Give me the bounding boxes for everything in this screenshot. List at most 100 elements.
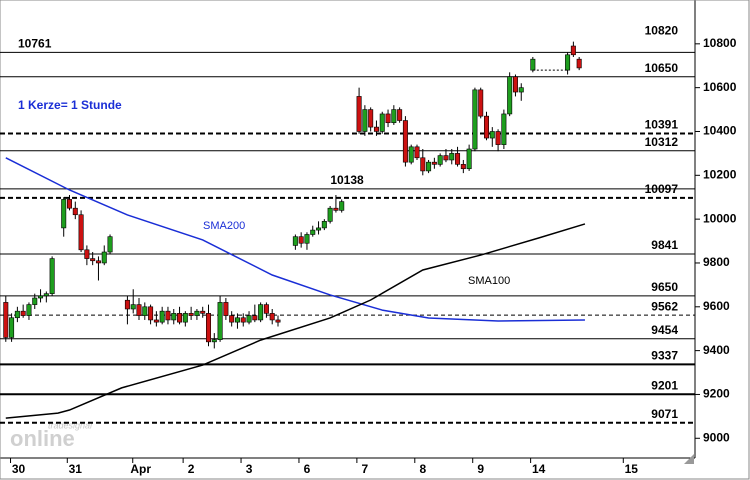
candle-body	[252, 315, 258, 321]
sma100-label: SMA100	[468, 275, 510, 287]
candle-body	[234, 317, 240, 323]
candle-body	[397, 109, 403, 121]
y-tick-label: 10200	[703, 167, 737, 181]
watermark-small: tradesignal	[48, 420, 93, 430]
sma-line	[5, 223, 586, 419]
candle-body	[90, 258, 96, 262]
candle-body	[437, 155, 443, 165]
candle-body	[188, 313, 194, 316]
level-label: 10097	[645, 182, 679, 196]
x-tick-label: 6	[304, 462, 311, 476]
y-tick-label: 9800	[703, 255, 730, 269]
candle-body	[159, 310, 165, 323]
x-tick-label: 2	[188, 462, 195, 476]
candle-body	[38, 295, 44, 299]
candle-body	[298, 236, 304, 244]
candle-body	[431, 161, 437, 165]
candle-body	[518, 87, 524, 93]
candle-body	[501, 113, 507, 145]
candle-body	[426, 161, 432, 172]
x-tick-label: 9	[477, 462, 484, 476]
candle-body	[362, 109, 368, 132]
candle-body	[449, 153, 455, 161]
level-label: 10761	[18, 37, 52, 51]
candle-body	[217, 302, 223, 340]
level-label: 9337	[651, 349, 678, 363]
candle-body	[292, 236, 298, 246]
corner-mark	[684, 454, 694, 464]
y-tick-label: 9000	[703, 430, 730, 444]
watermark-big: online	[10, 426, 75, 451]
level-label: 9650	[651, 280, 678, 294]
candle-body	[26, 304, 32, 316]
candle-body	[402, 120, 408, 163]
x-tick-label: 31	[69, 462, 83, 476]
candle-body	[206, 313, 212, 343]
candle-body	[9, 317, 15, 338]
candle-body	[275, 319, 281, 323]
y-tick-label: 10600	[703, 80, 737, 94]
candle-body	[246, 315, 252, 323]
candle-body	[229, 315, 235, 323]
level-label: 10391	[645, 118, 679, 132]
candle-body	[321, 221, 327, 229]
level-label: 9454	[651, 323, 678, 337]
y-tick-label: 10800	[703, 36, 737, 50]
candle-body	[20, 310, 26, 316]
candle-body	[165, 310, 171, 321]
candle-body	[84, 249, 90, 259]
candle-body	[107, 236, 113, 253]
candle-body	[14, 310, 20, 319]
candle-body	[483, 115, 489, 139]
candle-body	[148, 306, 154, 321]
candle-body	[177, 313, 183, 323]
x-tick-label: 30	[12, 462, 26, 476]
candle-body	[408, 146, 414, 163]
candle-body	[310, 229, 316, 235]
candle-body	[142, 306, 148, 316]
y-tick-label: 10400	[703, 124, 737, 138]
candle-body	[316, 227, 322, 231]
level-label: 10138	[330, 173, 364, 187]
candle-body	[258, 304, 264, 321]
candle-body	[356, 96, 362, 132]
level-label: 10820	[645, 24, 679, 38]
candle-body	[211, 339, 217, 343]
candle-body	[269, 313, 275, 321]
level-label: 10650	[645, 61, 679, 75]
candle-body	[72, 207, 78, 216]
candle-body	[200, 310, 206, 314]
y-tick-label: 9600	[703, 299, 730, 313]
candle-body	[153, 319, 159, 323]
candle-body	[61, 199, 67, 229]
y-tick-label: 10000	[703, 211, 737, 225]
candle-body	[182, 313, 188, 323]
candle-body	[420, 157, 426, 172]
level-label: 9201	[651, 378, 678, 392]
candle-body	[391, 109, 397, 124]
candle-body	[570, 45, 576, 56]
note: 1 Kerze= 1 Stunde	[18, 98, 122, 112]
level-label: 9071	[651, 407, 678, 421]
candle-body	[414, 146, 420, 159]
candle-body	[32, 297, 38, 305]
candle-body	[565, 54, 571, 71]
candle-body	[43, 293, 49, 297]
level-label: 10312	[645, 135, 679, 149]
candle-body	[478, 89, 484, 117]
candle-body	[530, 58, 536, 71]
candle-body	[78, 214, 84, 251]
candle-body	[443, 155, 449, 161]
sma-line	[5, 157, 585, 322]
x-tick-label: Apr	[130, 462, 151, 476]
candle-body	[263, 304, 269, 314]
candle-body	[194, 310, 200, 316]
candle-body	[327, 207, 333, 222]
candle-body	[368, 109, 374, 128]
candle-body	[472, 89, 478, 150]
candle-body	[101, 251, 107, 264]
candle-body	[576, 58, 582, 69]
